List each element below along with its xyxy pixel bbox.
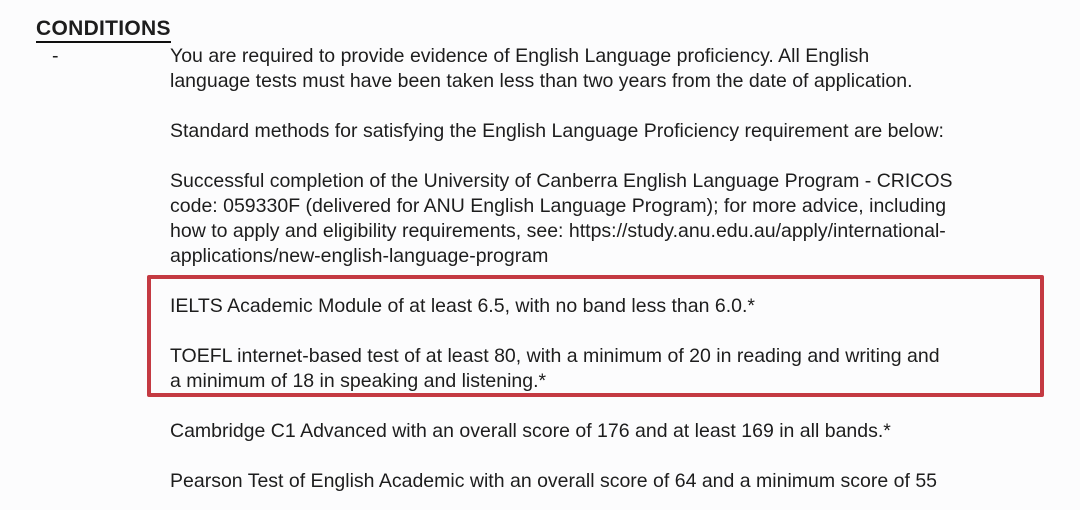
conditions-body: You are required to provide evidence of …: [170, 44, 1055, 510]
paragraph-canberra-program: Successful completion of the University …: [170, 170, 953, 267]
paragraph-ielts-requirement: IELTS Academic Module of at least 6.5, w…: [170, 295, 755, 317]
conditions-heading: CONDITIONS: [36, 17, 171, 43]
paragraph-pearson-requirement: Pearson Test of English Academic with an…: [170, 470, 938, 492]
paragraph-cambridge-requirement: Cambridge C1 Advanced with an overall sc…: [170, 420, 891, 442]
paragraph-standard-methods-intro: Standard methods for satisfying the Engl…: [170, 120, 944, 142]
list-bullet-dash: -: [52, 45, 59, 67]
paragraph-toefl-requirement: TOEFL internet-based test of at least 80…: [170, 345, 940, 392]
paragraph-evidence-requirement: You are required to provide evidence of …: [170, 45, 913, 92]
